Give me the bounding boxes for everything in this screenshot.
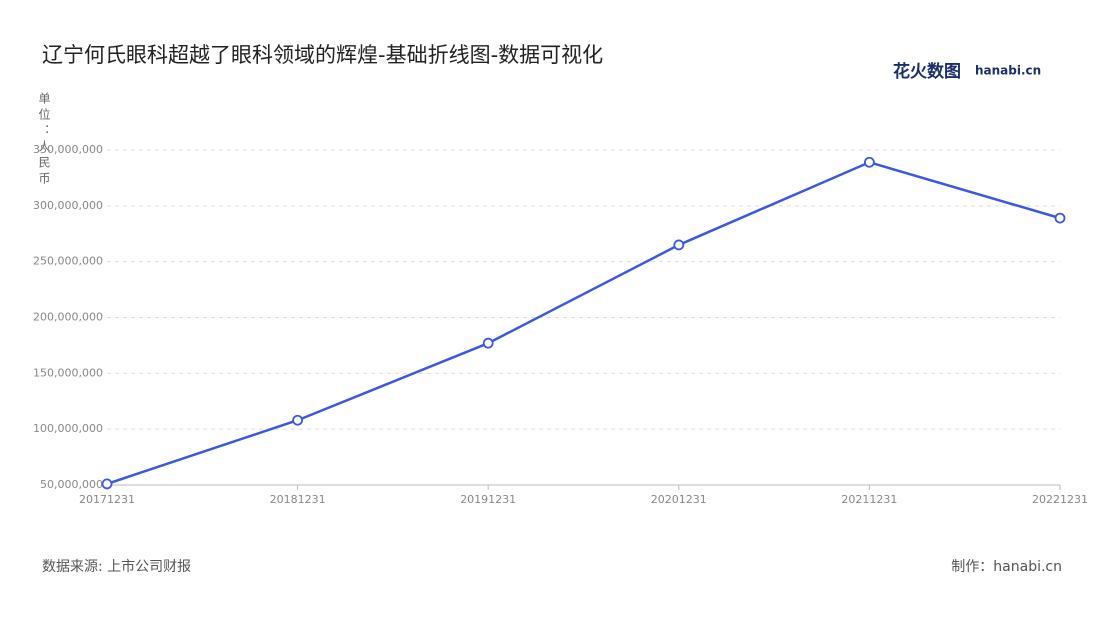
y-tick-label: 300,000,000 [33, 199, 103, 212]
y-tick-label: 250,000,000 [33, 255, 103, 268]
x-tick-label: 20221231 [1032, 493, 1088, 506]
y-tick-label: 50,000,000 [40, 478, 103, 491]
line [106, 160, 1061, 486]
x-tick-label: 20191231 [460, 493, 516, 506]
source: 数据来源: 上市公司财报 [42, 558, 191, 575]
point [292, 414, 304, 426]
y-tick-label: 350,000,000 [33, 143, 103, 156]
y-tick-label: 100,000,000 [33, 422, 103, 435]
point [101, 478, 113, 490]
point [673, 239, 685, 251]
y-tick-label: 150,000,000 [33, 366, 103, 379]
logo: 花火数图 [893, 61, 961, 82]
logo-sub: hanabi.cn [975, 64, 1041, 78]
point [1054, 212, 1066, 224]
x-tick-label: 20201231 [651, 493, 707, 506]
credit: 制作：hanabi.cn [951, 559, 1062, 575]
point [864, 156, 875, 168]
x-tick-label: 20171231 [79, 493, 135, 506]
point [482, 337, 494, 349]
chart-title: 辽宁何氏眼科超越了眼科领域的辉煌-基础折线图-数据可视化 [42, 43, 603, 67]
y-tick-label: 200,000,000 [33, 311, 103, 324]
x-tick-label: 20181231 [270, 493, 326, 506]
y-axis-label: 单位：人民币 [37, 92, 51, 188]
x-tick-label: 20211231 [841, 493, 897, 506]
